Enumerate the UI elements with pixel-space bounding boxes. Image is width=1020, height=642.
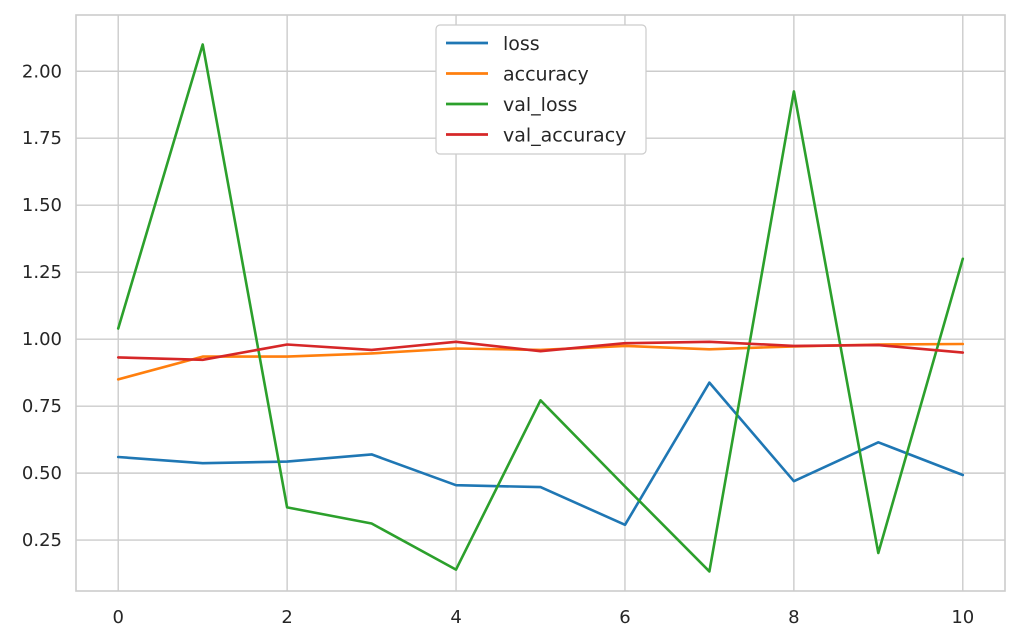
legend-box [435, 24, 647, 155]
legend: loss accuracy val_loss val_accuracy [435, 24, 647, 155]
grid [76, 15, 1005, 591]
series-layer [116, 43, 965, 573]
x-tick-label: 6 [619, 607, 630, 628]
legend-label: accuracy [503, 64, 589, 86]
x-tick-label: 10 [951, 607, 974, 628]
legend-label: val_loss [503, 94, 577, 116]
y-tick-label: 0.25 [22, 530, 62, 551]
x-tick-label: 0 [113, 607, 124, 628]
legend-label: loss [503, 33, 540, 55]
y-tick-label: 2.00 [22, 61, 62, 82]
legend-label: val_accuracy [503, 125, 626, 147]
y-tick-label: 0.75 [22, 396, 62, 417]
y-tick-label: 1.75 [22, 128, 62, 149]
x-axis-ticks: 0 2 4 6 8 10 [113, 607, 975, 628]
x-tick-label: 2 [281, 607, 292, 628]
y-tick-label: 0.50 [22, 463, 62, 484]
y-tick-label: 1.25 [22, 262, 62, 283]
y-tick-label: 1.50 [22, 195, 62, 216]
series-line-val-accuracy [116, 340, 965, 362]
series-line-val-loss [116, 43, 965, 573]
x-tick-label: 4 [450, 607, 461, 628]
y-axis-ticks: 0.25 0.50 0.75 1.00 1.25 1.50 1.75 2.00 [22, 61, 62, 551]
x-tick-label: 8 [788, 607, 799, 628]
y-tick-label: 1.00 [22, 329, 62, 350]
series-line-loss [116, 381, 965, 527]
